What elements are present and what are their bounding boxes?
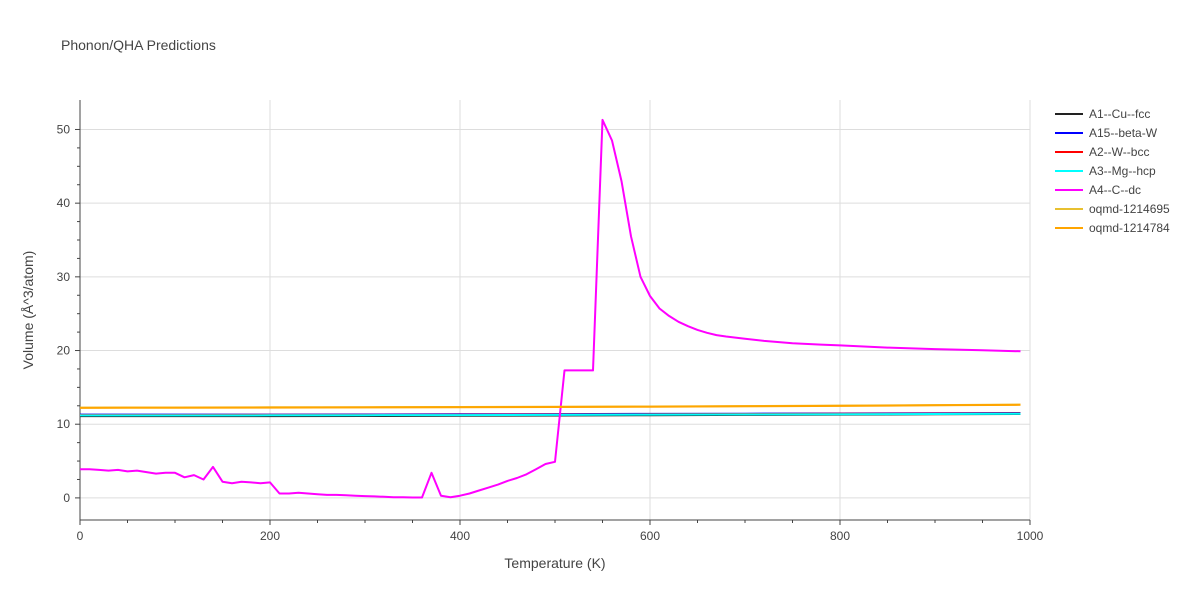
x-tick-label: 800 <box>830 529 850 543</box>
series-line-oqmd-1214784 <box>79 403 1021 409</box>
y-tick-label: 10 <box>57 417 71 431</box>
y-tick-label: 0 <box>63 491 70 505</box>
y-axis-label: Volume (Å^3/atom) <box>20 251 36 370</box>
series-line-a4-c-dc <box>80 118 1021 499</box>
legend-item[interactable]: oqmd-1214784 <box>1055 221 1170 235</box>
legend-item[interactable]: A1--Cu--fcc <box>1055 107 1150 121</box>
series-layer <box>79 118 1021 499</box>
series-line-a3-mg-hcp <box>80 412 1021 417</box>
legend-label: A3--Mg--hcp <box>1089 164 1156 178</box>
legend-label: A1--Cu--fcc <box>1089 107 1150 121</box>
y-tick-label: 50 <box>57 122 71 136</box>
legend-label: oqmd-1214695 <box>1089 202 1170 216</box>
x-tick-label: 600 <box>640 529 660 543</box>
x-tick-label: 0 <box>77 529 84 543</box>
legend[interactable]: A1--Cu--fcc A15--beta-W A2--W--bcc A3--Mg--… <box>1055 107 1170 235</box>
y-tick-label: 40 <box>57 196 71 210</box>
y-tick-label: 30 <box>57 270 71 284</box>
legend-item[interactable]: A3--Mg--hcp <box>1055 164 1156 178</box>
legend-item[interactable]: A15--beta-W <box>1055 126 1158 140</box>
x-tick-label: 1000 <box>1017 529 1044 543</box>
axes: 0 200 400 600 800 1000 0 10 20 30 40 50 <box>57 100 1044 543</box>
grid <box>80 100 1031 520</box>
legend-label: A2--W--bcc <box>1089 145 1149 159</box>
chart-title: Phonon/QHA Predictions <box>61 37 216 53</box>
x-axis-label: Temperature (K) <box>504 555 605 571</box>
legend-label: A4--C--dc <box>1089 183 1141 197</box>
x-tick-label: 400 <box>450 529 470 543</box>
legend-label: oqmd-1214784 <box>1089 221 1170 235</box>
legend-item[interactable]: A4--C--dc <box>1055 183 1141 197</box>
legend-item[interactable]: oqmd-1214695 <box>1055 202 1170 216</box>
legend-label: A15--beta-W <box>1089 126 1158 140</box>
x-tick-label: 200 <box>260 529 280 543</box>
y-tick-label: 20 <box>57 344 71 358</box>
legend-item[interactable]: A2--W--bcc <box>1055 145 1149 159</box>
